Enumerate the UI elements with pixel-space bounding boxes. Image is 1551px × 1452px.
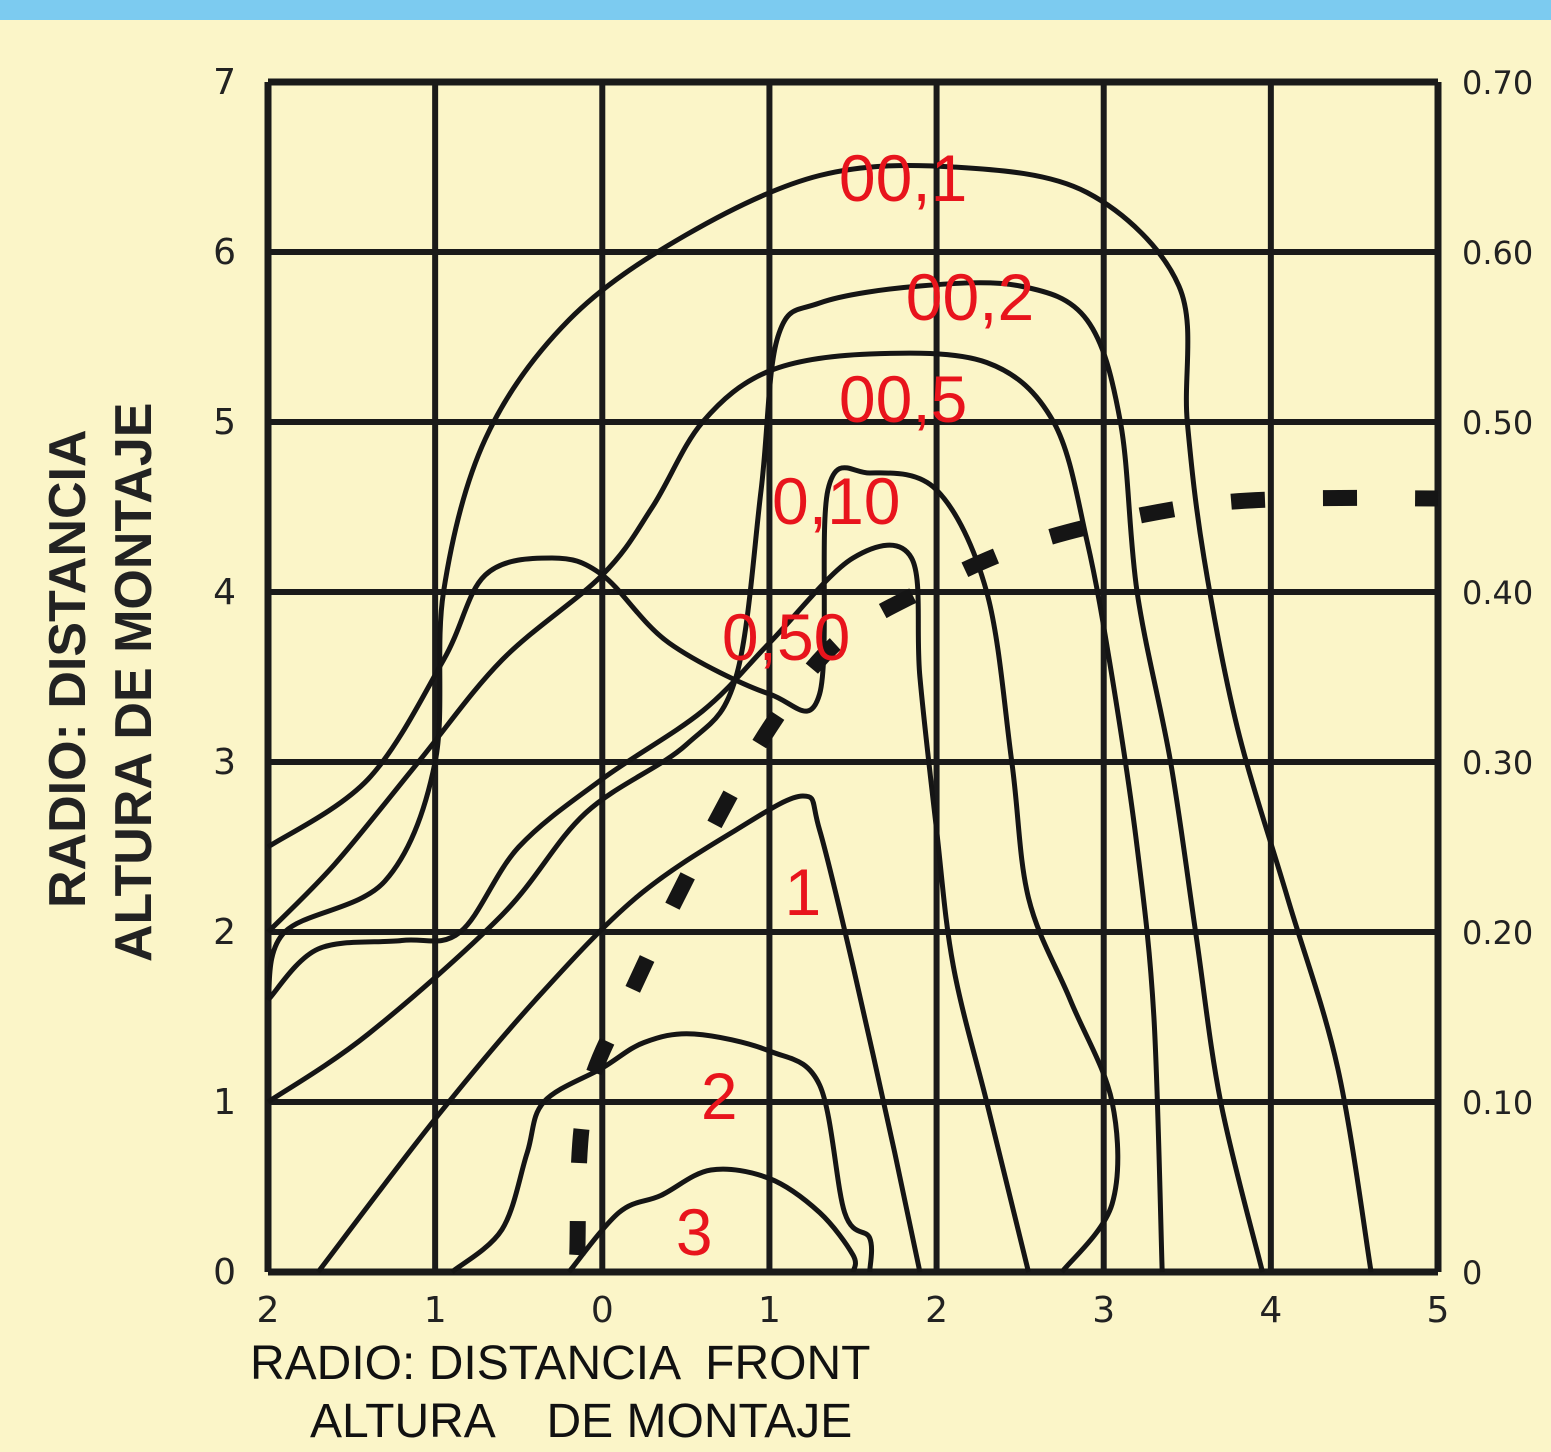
tick-labels: 2 1 0 1 2 3 4 50123456700.100.200.300.400.500.6… <box>213 62 1533 1331</box>
curve-labels: 00,1 00,2 00,5 0,10 0,50 1 2 3 <box>676 141 1034 1269</box>
curve-label: 00,1 <box>839 141 967 215</box>
x-tick-label: 0 <box>591 1290 614 1331</box>
curve-label: 1 <box>784 855 821 929</box>
curve-label: 0,50 <box>722 600 850 674</box>
y2-tick-label: 0.20 <box>1462 914 1533 952</box>
x-tick-label: 2 <box>925 1290 948 1331</box>
contour-line <box>266 465 1121 1274</box>
y-tick-label: 4 <box>213 572 236 613</box>
contour-line <box>266 280 1265 1273</box>
contour-line <box>265 162 1374 1273</box>
y2-tick-label: 0.70 <box>1462 64 1533 102</box>
y-tick-label: 0 <box>213 1252 236 1293</box>
contour-line <box>450 1031 875 1274</box>
y2-tick-label: 0.30 <box>1462 744 1533 782</box>
contour-line <box>266 542 1031 1273</box>
y2-tick-label: 0.10 <box>1462 1084 1533 1122</box>
x-tick-label: 5 <box>1427 1290 1450 1331</box>
x-tick-label: 1 <box>424 1290 447 1331</box>
y2-tick-label: 0.60 <box>1462 234 1533 272</box>
y-tick-label: 1 <box>213 1082 236 1123</box>
dashed-boundary-line <box>569 489 1439 1256</box>
curve-label: 00,5 <box>839 362 967 436</box>
contour-line <box>266 350 1165 1273</box>
x-tick-label: 4 <box>1259 1290 1282 1331</box>
y2-tick-label: 0.40 <box>1462 574 1533 612</box>
x-axis-title-line1: RADIO: DISTANCIA FRONT <box>250 1337 871 1390</box>
y-tick-label: 6 <box>213 232 236 273</box>
curve-label: 2 <box>701 1059 738 1133</box>
y-tick-label: 7 <box>213 62 236 103</box>
contour-line <box>566 1166 858 1274</box>
contour-line <box>316 793 923 1274</box>
y-tick-label: 5 <box>213 402 236 443</box>
curves <box>265 162 1439 1274</box>
y-tick-label: 3 <box>213 742 236 783</box>
grid <box>264 78 1442 1276</box>
curve-label: 00,2 <box>906 260 1034 334</box>
x-tick-label: 3 <box>1092 1290 1115 1331</box>
curve-label: 0,10 <box>772 464 900 538</box>
y2-tick-label: 0.50 <box>1462 404 1533 442</box>
y-tick-label: 2 <box>213 912 236 953</box>
x-tick-label: 2 <box>257 1290 280 1331</box>
y2-tick-label: 0 <box>1462 1254 1482 1292</box>
x-axis-title-line2: ALTURA DE MONTAJE <box>310 1395 853 1448</box>
top-bar <box>0 0 1551 20</box>
curve-label: 3 <box>676 1195 713 1269</box>
x-tick-label: 1 <box>758 1290 781 1331</box>
